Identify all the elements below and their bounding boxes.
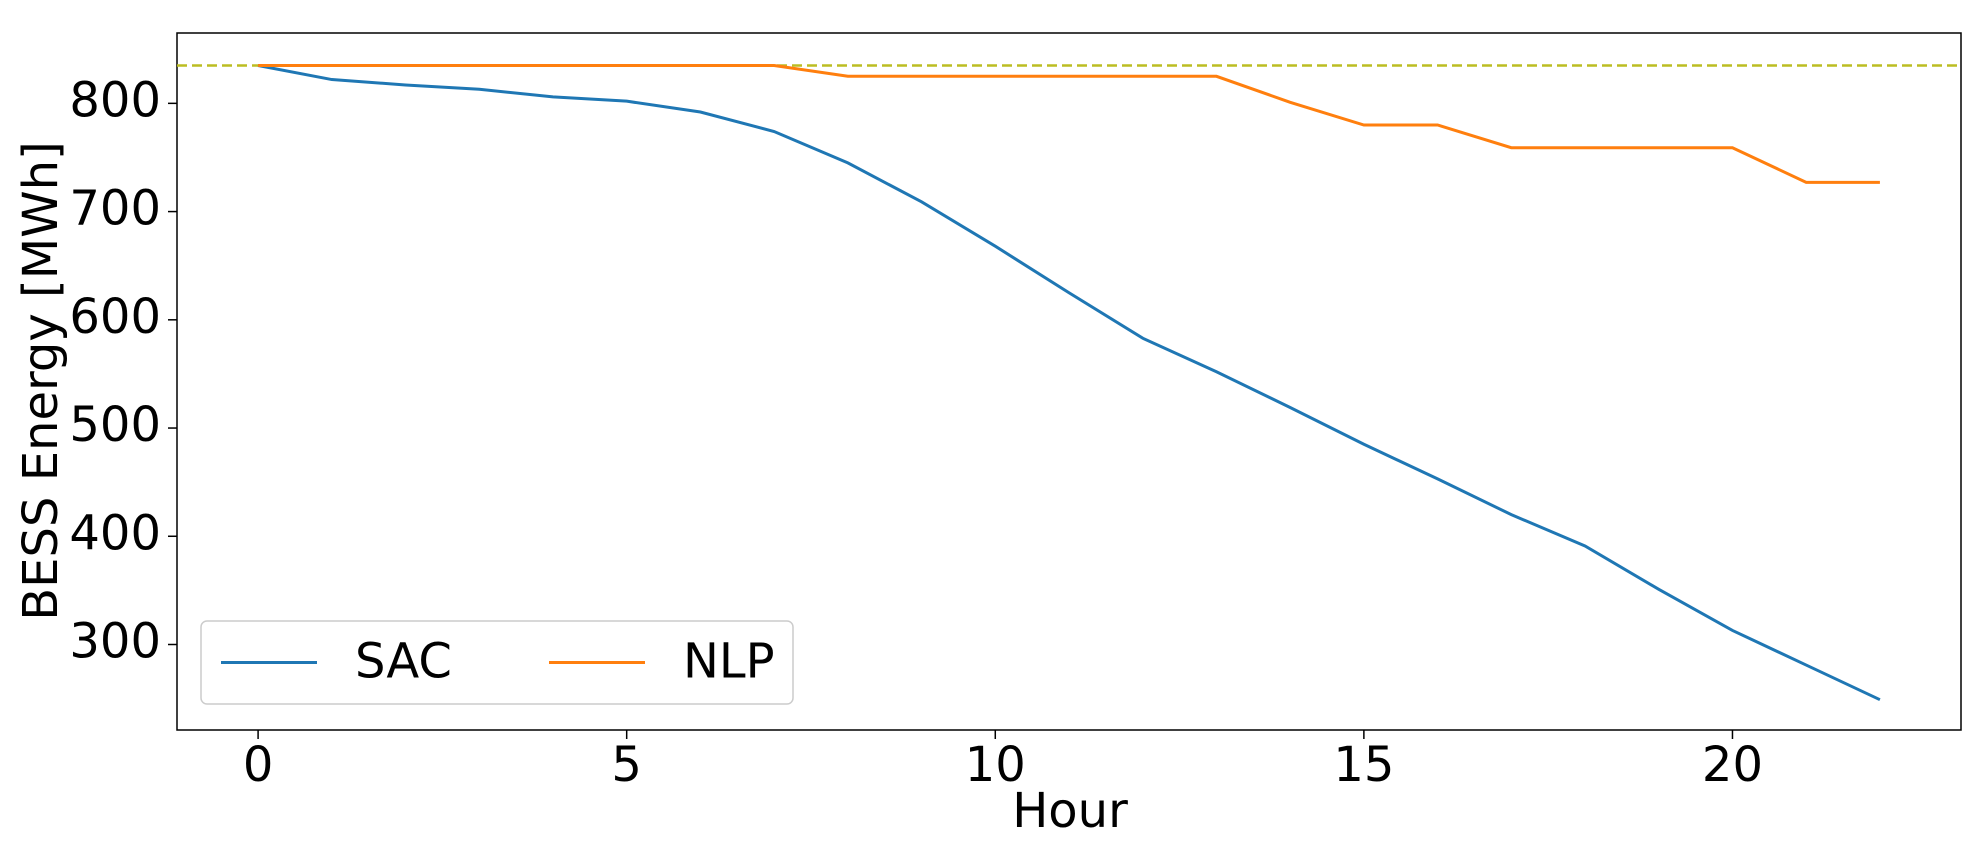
y-tick-label: 800 xyxy=(69,72,161,128)
y-tick-label: 500 xyxy=(69,397,161,453)
x-tick-label: 10 xyxy=(965,737,1026,793)
plot-frame xyxy=(176,32,1962,731)
x-tick-label: 0 xyxy=(243,737,274,793)
legend-label: NLP xyxy=(683,634,775,690)
y-tick-label: 700 xyxy=(69,181,161,237)
line-series xyxy=(257,63,1881,702)
x-axis-label: Hour xyxy=(1012,783,1128,839)
y-axis-label: BESS Energy [MWh] xyxy=(13,141,69,621)
y-tick-label: 300 xyxy=(69,613,161,669)
legend-label: SAC xyxy=(355,634,452,690)
legend-box xyxy=(200,620,794,705)
x-tick-label: 5 xyxy=(611,737,642,793)
x-tick-label: 20 xyxy=(1702,737,1763,793)
line-series xyxy=(258,63,1880,184)
y-tick-label: 600 xyxy=(69,289,161,345)
x-tick-label: 15 xyxy=(1333,737,1394,793)
y-tick-label: 400 xyxy=(69,505,161,561)
